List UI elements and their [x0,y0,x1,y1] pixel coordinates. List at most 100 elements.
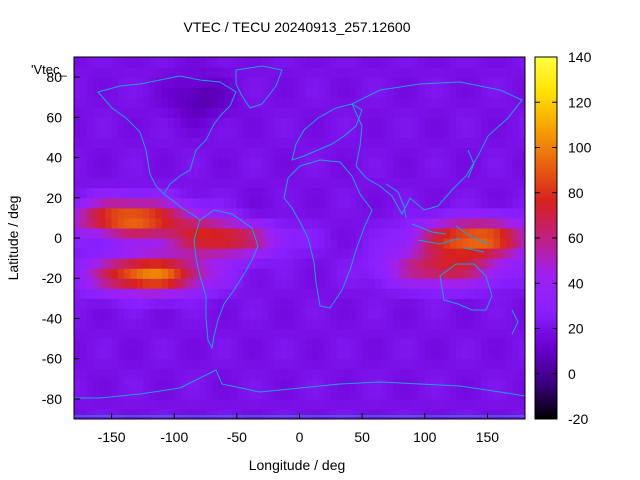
heatmap-cell [80,147,88,159]
heatmap-cell [362,77,370,88]
heatmap-cell [167,207,175,219]
heatmap-cell [186,217,194,229]
heatmap-cell [387,67,395,78]
heatmap-cell [343,137,351,149]
heatmap-cell [117,338,125,350]
heatmap-cell [155,258,163,269]
heatmap-cell [487,127,495,139]
heatmap-cell [380,227,388,239]
heatmap-cell [418,147,426,159]
heatmap-cell [74,77,81,88]
heatmap-cell [161,107,169,118]
heatmap-cell [205,107,213,118]
y-tick-label: 40 [46,150,62,166]
heatmap-cell [261,107,269,118]
heatmap-cell [218,97,225,108]
heatmap-cell [99,167,106,179]
heatmap-cell [518,408,525,419]
heatmap-cell [86,207,94,219]
heatmap-cell [456,117,463,128]
heatmap-cell [117,77,125,88]
heatmap-cell [92,207,100,219]
heatmap-cell [424,87,432,98]
heatmap-cell [86,187,94,199]
heatmap-cell [286,278,294,289]
heatmap-cell [374,197,382,209]
heatmap-cell [324,288,332,299]
heatmap-cell [199,358,207,370]
heatmap-cell [99,398,106,410]
y-tick-label: -80 [42,391,62,407]
heatmap-cell [405,258,413,269]
heatmap-cell [130,248,138,259]
heatmap-cell [167,318,175,330]
x-tick-label: 0 [296,429,304,445]
heatmap-cell [124,57,131,68]
heatmap-cell [405,308,413,320]
heatmap-cell [205,378,213,390]
heatmap-cell [268,318,276,330]
heatmap-cell [117,358,125,370]
heatmap-cell [362,87,370,98]
heatmap-cell [174,388,182,400]
heatmap-cell [481,207,489,219]
y-tick-label: -20 [42,270,62,286]
heatmap-cell [230,57,238,68]
heatmap-cell [424,57,432,68]
heatmap-cell [155,328,163,340]
heatmap-cell [506,187,514,199]
heatmap-cell [86,378,94,390]
heatmap-cell [362,238,370,249]
heatmap-cell [286,197,294,209]
heatmap-cell [305,378,313,390]
heatmap-cell [443,298,451,309]
heatmap-cell [86,268,94,279]
heatmap-cell [193,177,200,189]
heatmap-cell [468,157,476,169]
heatmap-cell [399,147,407,159]
heatmap-cell [193,217,200,229]
heatmap-cell [305,87,313,98]
heatmap-cell [424,318,432,330]
heatmap-cell [286,338,294,350]
heatmap-cell [405,127,413,139]
heatmap-cell [481,348,489,360]
heatmap-cell [286,147,294,159]
heatmap-cell [86,147,94,159]
heatmap-cell [499,167,507,179]
heatmap-cell [117,67,125,78]
heatmap-cell [456,398,463,410]
heatmap-cell [355,238,363,249]
heatmap-cell [124,288,131,299]
heatmap-cell [468,177,476,189]
heatmap-cell [474,278,482,289]
heatmap-cell [255,348,263,360]
heatmap-cell [255,127,263,139]
heatmap-cell [124,318,131,330]
heatmap-cell [149,328,157,340]
heatmap-cell [230,408,238,419]
heatmap-cell [468,338,476,350]
colorbar-tick-label: -20 [568,411,588,427]
heatmap-cell [211,328,219,340]
heatmap-cell [506,77,514,88]
heatmap-cell [412,127,420,139]
heatmap-cell [380,298,388,309]
coastline-new-zealand [511,309,519,335]
heatmap-cell [274,107,282,118]
heatmap-cell [99,388,106,400]
heatmap-cell [393,77,401,88]
heatmap-cell [243,328,250,340]
heatmap-cell [286,107,294,118]
heatmap-cell [236,308,244,320]
heatmap-cell [74,197,81,209]
heatmap-cell [462,398,470,410]
heatmap-cell [318,338,326,350]
heatmap-cell [337,328,344,340]
heatmap-cell [312,137,319,149]
heatmap-cell [274,77,282,88]
heatmap-cell [280,238,288,249]
heatmap-cell [193,117,200,128]
heatmap-cell [124,278,131,289]
heatmap-cell [167,298,175,309]
